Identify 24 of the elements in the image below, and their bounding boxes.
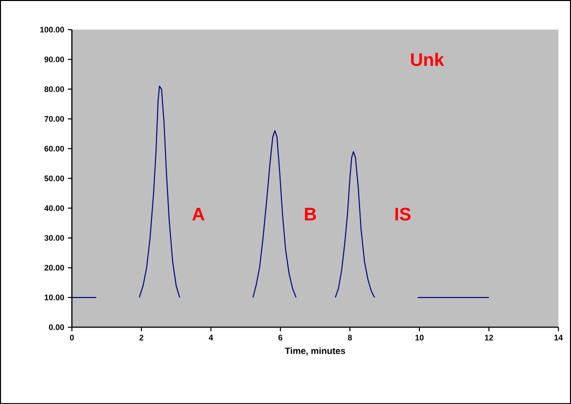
- x-tick-label: 0: [70, 334, 74, 340]
- annotation: IS: [395, 208, 411, 220]
- x-axis-title: Time, minutes: [284, 347, 346, 356]
- annotation: Unk: [411, 52, 444, 66]
- annotation: A: [192, 208, 204, 220]
- annotation: B: [304, 208, 316, 220]
- x-tick-label: 10: [415, 334, 424, 340]
- x-tick-label: 12: [484, 334, 494, 340]
- y-tick-label: 70.00: [44, 116, 64, 122]
- y-tick-label: 40.00: [44, 205, 64, 211]
- y-tick-label: 60.00: [44, 146, 64, 152]
- y-tick-label: 80.00: [44, 86, 64, 92]
- x-tick-label: 8: [348, 334, 352, 340]
- x-tick-label: 6: [278, 334, 282, 340]
- y-tick-label: 100.00: [40, 26, 64, 32]
- y-tick-label: 0.00: [48, 324, 64, 330]
- y-tick-label: 50.00: [44, 176, 64, 182]
- y-tick-label: 20.00: [44, 264, 64, 270]
- x-tick-label: 14: [554, 334, 563, 340]
- x-tick-label: 2: [139, 334, 144, 340]
- x-tick-label: 4: [208, 334, 214, 340]
- y-tick-label: 90.00: [44, 56, 64, 62]
- y-tick-label: 30.00: [44, 235, 64, 241]
- y-tick-label: 10.00: [44, 294, 64, 300]
